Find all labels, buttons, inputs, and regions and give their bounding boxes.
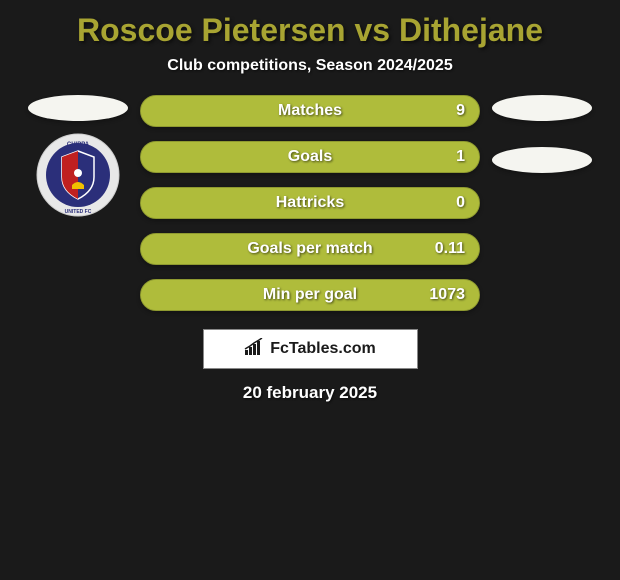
stat-value: 9 xyxy=(456,102,465,120)
comparison-container: Roscoe Pietersen vs Dithejane Club compe… xyxy=(0,0,620,403)
player-right-ellipse-2 xyxy=(492,147,592,173)
stat-value: 1 xyxy=(456,148,465,166)
stat-bar: Min per goal 1073 xyxy=(140,279,480,311)
right-player-column xyxy=(492,95,592,173)
stat-label: Hattricks xyxy=(276,194,344,212)
brand-box[interactable]: FcTables.com xyxy=(203,329,418,369)
chart-icon xyxy=(244,338,264,361)
stat-bar: Goals per match 0.11 xyxy=(140,233,480,265)
stat-label: Min per goal xyxy=(263,286,357,304)
left-player-column: CHIPPA UNITED FC xyxy=(28,95,128,217)
player-left-ellipse xyxy=(28,95,128,121)
page-title: Roscoe Pietersen vs Dithejane xyxy=(0,0,620,57)
stat-bar: Matches 9 xyxy=(140,95,480,127)
stat-bars: Matches 9 Goals 1 Hattricks 0 Goals per … xyxy=(140,95,480,311)
stat-bar: Hattricks 0 xyxy=(140,187,480,219)
stat-label: Matches xyxy=(278,102,342,120)
stat-value: 1073 xyxy=(429,286,465,304)
stat-value: 0.11 xyxy=(435,240,465,258)
svg-text:UNITED FC: UNITED FC xyxy=(65,209,92,215)
stat-value: 0 xyxy=(456,194,465,212)
stat-label: Goals xyxy=(288,148,332,166)
subtitle: Club competitions, Season 2024/2025 xyxy=(0,57,620,95)
club-badge-left: CHIPPA UNITED FC xyxy=(36,133,120,217)
brand-text: FcTables.com xyxy=(270,340,376,358)
svg-text:CHIPPA: CHIPPA xyxy=(67,142,90,148)
player-right-ellipse-1 xyxy=(492,95,592,121)
stat-label: Goals per match xyxy=(247,240,372,258)
stat-bar: Goals 1 xyxy=(140,141,480,173)
date-label: 20 february 2025 xyxy=(0,383,620,403)
stats-area: CHIPPA UNITED FC Matches 9 Goals 1 Hattr… xyxy=(0,95,620,311)
